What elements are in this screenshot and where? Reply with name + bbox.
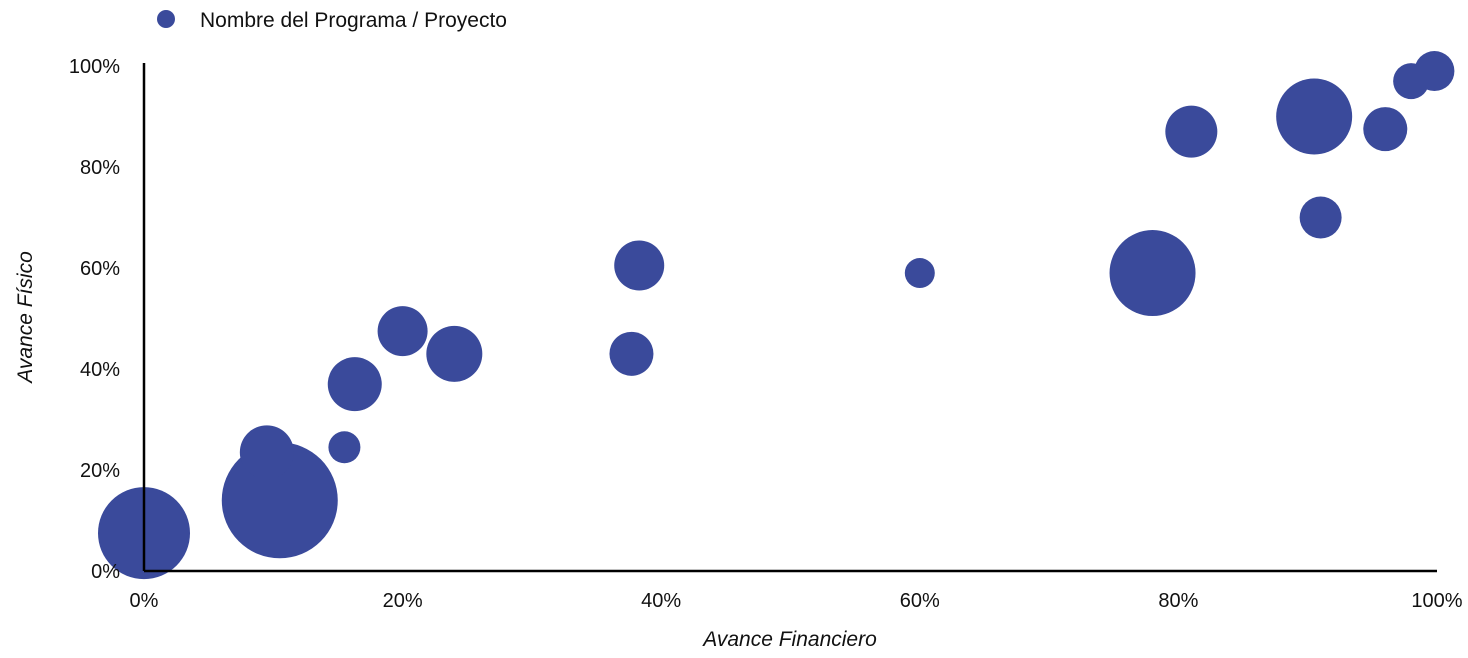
y-tick-label: 20% (80, 460, 120, 482)
bubble-point-13 (1276, 78, 1353, 155)
bubble-point-10 (904, 258, 935, 289)
x-tick-label: 80% (1158, 590, 1198, 612)
bubble-point-9 (614, 240, 665, 291)
bubble-point-12 (1165, 105, 1218, 158)
bubble-point-17 (1414, 51, 1455, 92)
bubble-point-7 (426, 325, 483, 382)
bubble-point-4 (328, 431, 361, 464)
y-tick-labels: 0% 20% 40% 60% 80% 100% (69, 56, 120, 583)
bubble-point-14 (1299, 196, 1342, 239)
x-tick-label: 20% (383, 590, 423, 612)
y-tick-label: 40% (80, 359, 120, 381)
y-tick-label: 60% (80, 258, 120, 280)
bubble-point-15 (1363, 107, 1408, 152)
x-axis-title: Avance Financiero (701, 628, 877, 651)
x-tick-label: 100% (1411, 590, 1462, 612)
legend-marker (157, 10, 175, 28)
x-tick-label: 40% (641, 590, 681, 612)
y-tick-label: 80% (80, 157, 120, 179)
bubble-layer (98, 51, 1455, 580)
bubble-point-3 (239, 425, 294, 480)
x-tick-label: 0% (130, 590, 159, 612)
y-axis-title: Avance Físico (14, 251, 37, 385)
x-tick-labels: 0% 20% 40% 60% 80% 100% (130, 590, 1463, 612)
legend-label: Nombre del Programa / Proyecto (200, 9, 507, 32)
bubble-point-5 (327, 357, 382, 412)
bubble-point-11 (1109, 230, 1196, 317)
y-tick-label: 0% (91, 561, 120, 583)
legend: Nombre del Programa / Proyecto (157, 9, 507, 32)
x-tick-label: 60% (900, 590, 940, 612)
bubble-point-6 (377, 306, 428, 357)
bubble-point-8 (609, 331, 654, 376)
y-tick-label: 100% (69, 56, 120, 78)
